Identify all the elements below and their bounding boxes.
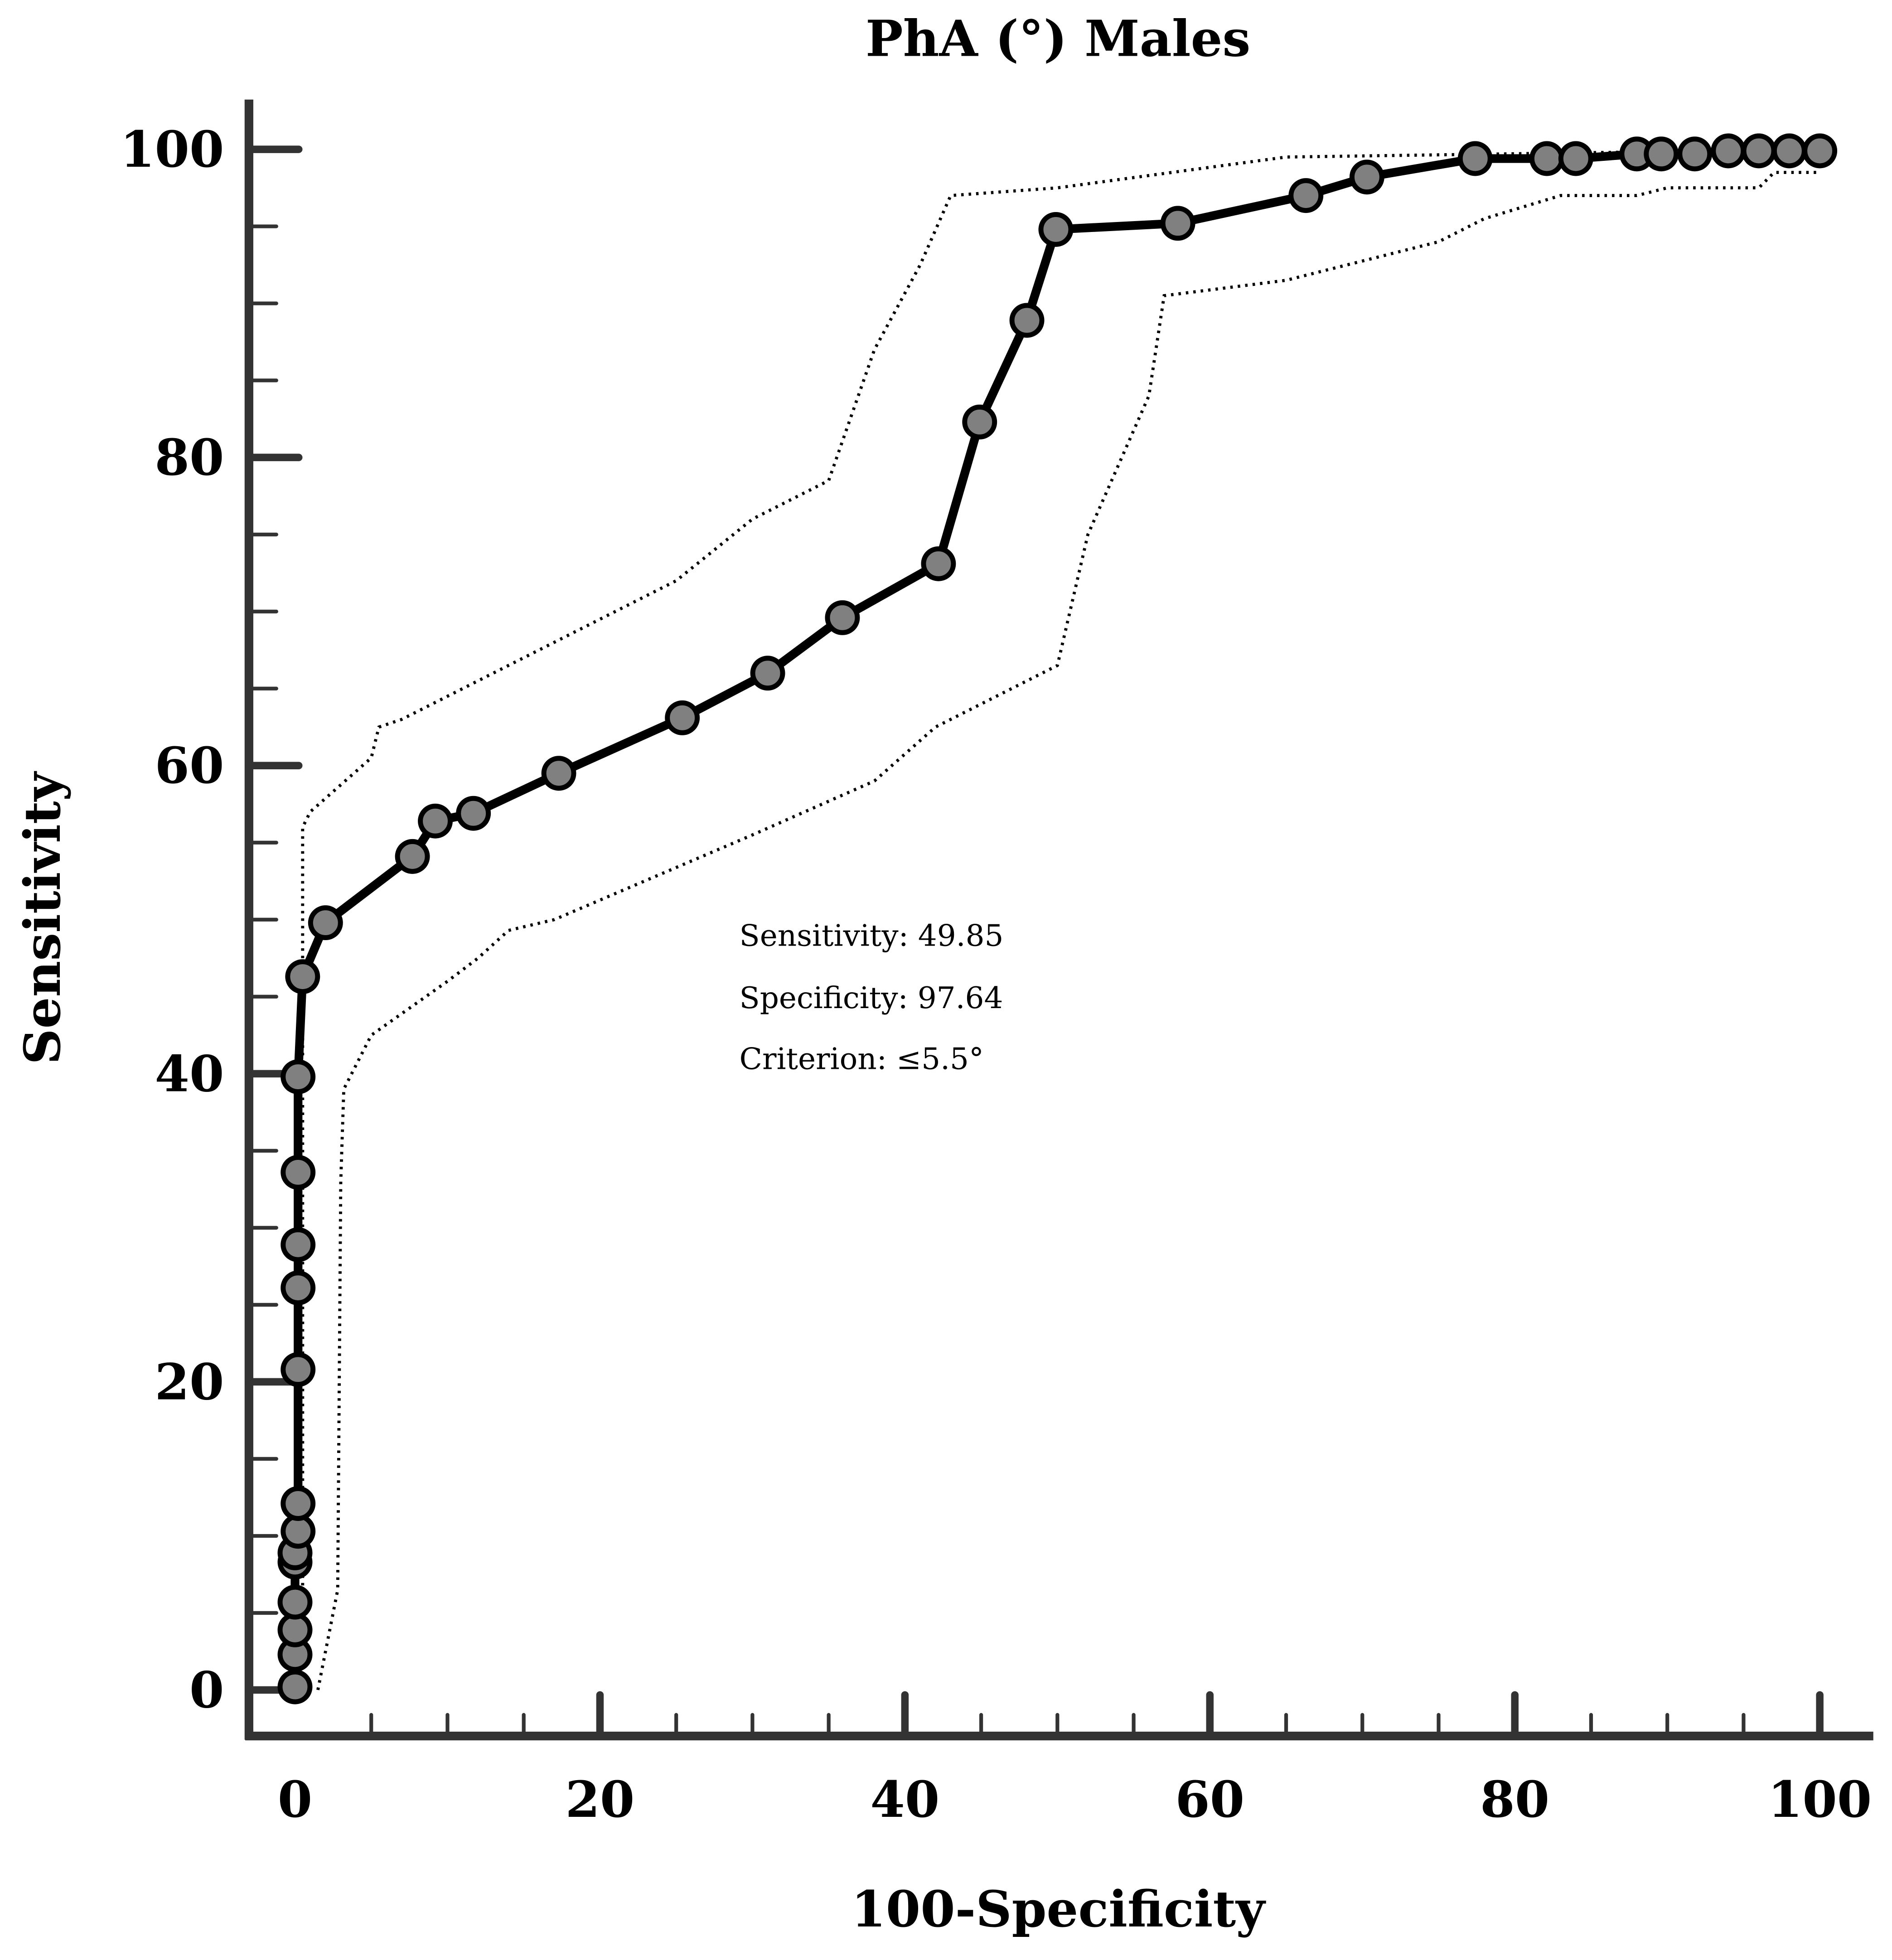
roc-point [281,1486,316,1521]
roc-point [277,1669,313,1704]
x-axis-label: 100-Specificity [851,1880,1266,1938]
y-axis-label: Sensitivity [13,771,72,1064]
y-tick-label: 40 [155,1044,224,1103]
roc-curve [277,133,1838,1704]
roc-point [825,600,860,635]
roc-point [1644,136,1679,172]
roc-point [921,546,956,581]
roc-point [1288,178,1324,213]
roc-point [418,803,453,839]
axes: 0 20 40 60 80 100 0 20 40 60 80 100 [120,99,1873,1829]
roc-point [281,1059,316,1095]
roc-point [1160,206,1195,241]
roc-point [456,796,491,831]
confidence-bands [301,148,1820,1690]
roc-point [281,1227,316,1262]
roc-point [1529,141,1564,176]
roc-point [541,756,576,791]
y-tick-label: 100 [120,120,224,179]
roc-point [1711,133,1746,169]
y-tick-label: 60 [155,736,224,795]
roc-point [750,656,785,691]
y-tick-label: 80 [155,428,224,487]
annotation-sensitivity: Sensitivity: 49.85 [740,918,1004,953]
roc-line [290,146,1820,1687]
criterion-annotation: Sensitivity: 49.85 Specificity: 97.64 Cr… [740,918,1004,1076]
chart-title: PhA (°) Males [866,10,1250,68]
x-tick-label: 40 [870,1770,939,1829]
lower-95-ci-line [316,171,1820,1690]
roc-point [1457,141,1493,176]
roc-point [281,1270,316,1305]
roc-point [1558,141,1593,176]
roc-point [665,700,700,735]
roc-point [962,405,997,439]
roc-point [1677,136,1713,172]
roc-point [1802,133,1838,169]
roc-point [285,959,320,994]
y-tick-label: 0 [189,1661,224,1719]
roc-point [1038,212,1074,247]
roc-point [277,1584,313,1620]
annotation-criterion: Criterion: ≤5.5° [740,1041,984,1076]
roc-point [281,1154,316,1190]
x-tick-label: 80 [1480,1770,1549,1829]
roc-point [1771,133,1807,169]
upper-95-ci-line [301,148,1820,1690]
roc-point [1009,303,1045,338]
roc-point [1349,159,1384,195]
x-tick-label: 0 [278,1770,312,1829]
roc-point [308,905,343,941]
y-tick-label: 20 [155,1352,224,1411]
x-tick-label: 20 [565,1770,634,1829]
roc-point [395,839,430,874]
x-tick-label: 60 [1175,1770,1244,1829]
roc-point [1741,133,1776,169]
x-tick-label: 100 [1768,1770,1872,1829]
roc-point [281,1352,316,1387]
annotation-specificity: Specificity: 97.64 [740,980,1003,1015]
